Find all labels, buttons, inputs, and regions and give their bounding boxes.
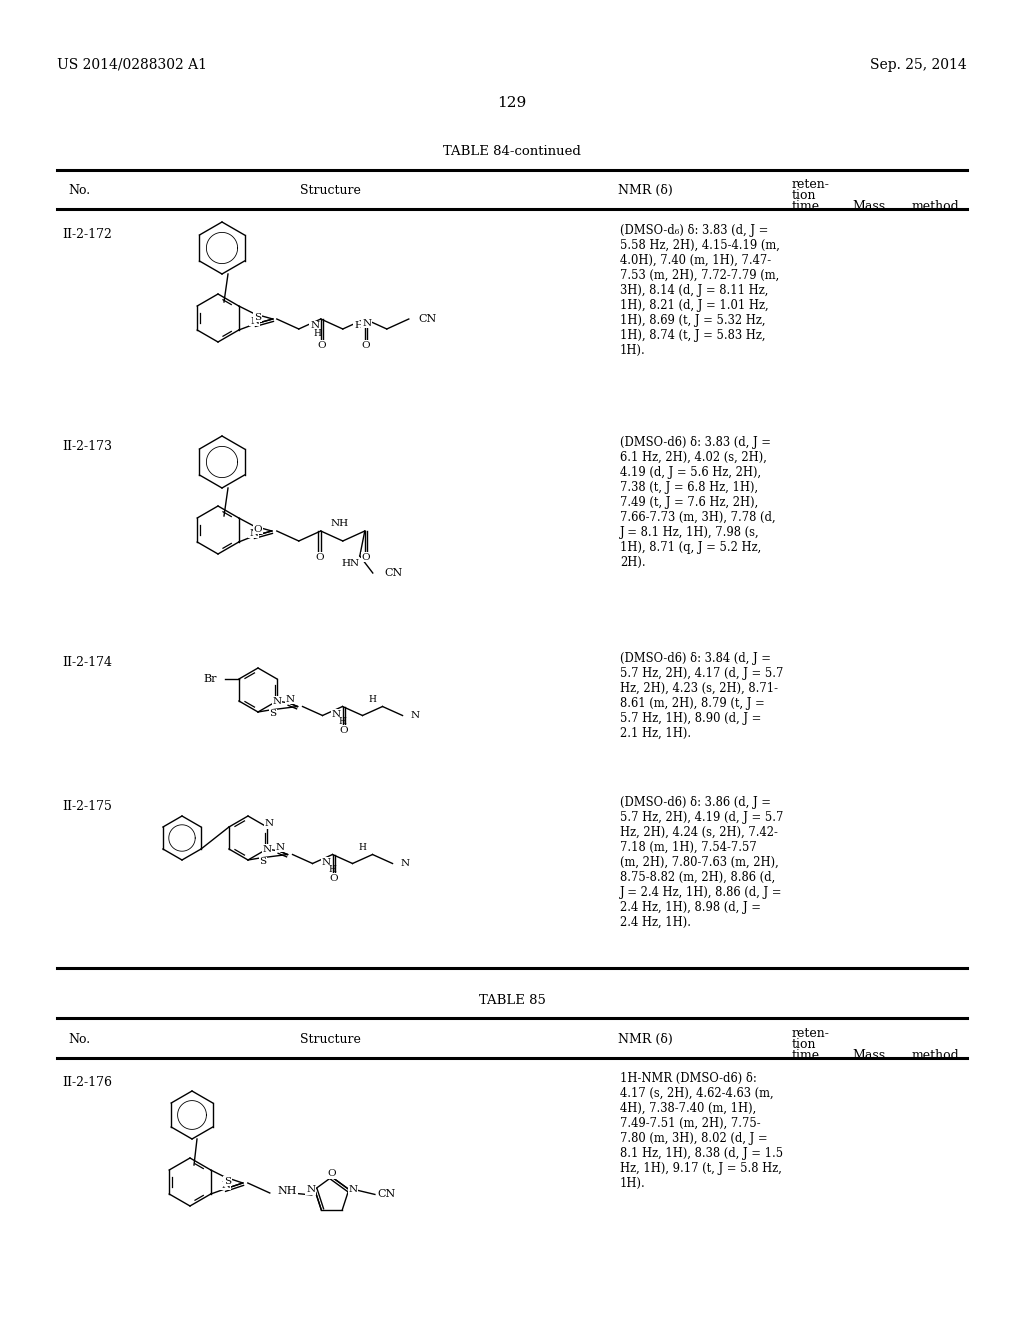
Text: 129: 129 [498, 96, 526, 110]
Text: NMR (δ): NMR (δ) [618, 183, 673, 197]
Text: Mass: Mass [852, 1049, 885, 1063]
Text: CN: CN [419, 314, 437, 323]
Text: No.: No. [68, 183, 90, 197]
Text: method: method [912, 1049, 959, 1063]
Text: N: N [249, 528, 258, 537]
Text: Structure: Structure [300, 183, 360, 197]
Text: S: S [269, 710, 276, 718]
Text: N: N [332, 710, 341, 719]
Text: H: H [369, 694, 377, 704]
Text: O: O [339, 726, 348, 735]
Text: tion: tion [792, 1038, 816, 1051]
Text: N: N [411, 711, 420, 719]
Text: NH: NH [278, 1185, 297, 1196]
Text: N: N [272, 697, 282, 705]
Text: O: O [254, 524, 262, 533]
Text: H: H [354, 322, 364, 330]
Text: time: time [792, 1049, 820, 1063]
Text: O: O [317, 341, 326, 350]
Text: H: H [358, 842, 367, 851]
Text: CN: CN [377, 1189, 395, 1200]
Text: S: S [254, 313, 261, 322]
Text: (DMSO-d6) δ: 3.83 (d, J =
6.1 Hz, 2H), 4.02 (s, 2H),
4.19 (d, J = 5.6 Hz, 2H),
7: (DMSO-d6) δ: 3.83 (d, J = 6.1 Hz, 2H), 4… [620, 436, 775, 569]
Text: NMR (δ): NMR (δ) [618, 1034, 673, 1045]
Text: O: O [315, 553, 325, 561]
Text: O: O [329, 874, 338, 883]
Text: Structure: Structure [300, 1034, 360, 1045]
Text: S: S [259, 858, 266, 866]
Text: (DMSO-d6) δ: 3.84 (d, J =
5.7 Hz, 2H), 4.17 (d, J = 5.7
Hz, 2H), 4.23 (s, 2H), 8: (DMSO-d6) δ: 3.84 (d, J = 5.7 Hz, 2H), 4… [620, 652, 783, 741]
Text: II-2-174: II-2-174 [62, 656, 112, 669]
Text: NH: NH [331, 519, 349, 528]
Text: O: O [361, 341, 370, 350]
Text: (DMSO-d₆) δ: 3.83 (d, J =
5.58 Hz, 2H), 4.15-4.19 (m,
4.0H), 7.40 (m, 1H), 7.47-: (DMSO-d₆) δ: 3.83 (d, J = 5.58 Hz, 2H), … [620, 224, 780, 356]
Text: N: N [400, 859, 410, 869]
Text: reten-: reten- [792, 1027, 829, 1040]
Text: N: N [306, 1185, 315, 1193]
Text: TABLE 84-continued: TABLE 84-continued [443, 145, 581, 158]
Text: S: S [224, 1176, 231, 1185]
Text: CN: CN [385, 568, 403, 578]
Text: method: method [912, 201, 959, 213]
Text: reten-: reten- [792, 178, 829, 191]
Text: US 2014/0288302 A1: US 2014/0288302 A1 [57, 58, 207, 73]
Text: O: O [361, 553, 370, 561]
Text: (DMSO-d6) δ: 3.86 (d, J =
5.7 Hz, 2H), 4.19 (d, J = 5.7
Hz, 2H), 4.24 (s, 2H), 7: (DMSO-d6) δ: 3.86 (d, J = 5.7 Hz, 2H), 4… [620, 796, 783, 929]
Text: N: N [262, 845, 271, 854]
Text: Br: Br [204, 675, 217, 684]
Text: O: O [328, 1170, 336, 1179]
Text: 1H-NMR (DMSO-d6) δ:
4.17 (s, 2H), 4.62-4.63 (m,
4H), 7.38-7.40 (m, 1H),
7.49-7.5: 1H-NMR (DMSO-d6) δ: 4.17 (s, 2H), 4.62-4… [620, 1072, 783, 1191]
Text: TABLE 85: TABLE 85 [478, 994, 546, 1007]
Text: N: N [348, 1185, 357, 1193]
Text: H: H [339, 717, 346, 726]
Text: II-2-173: II-2-173 [62, 440, 112, 453]
Text: II-2-175: II-2-175 [62, 800, 112, 813]
Text: N: N [275, 842, 285, 851]
Text: N: N [264, 820, 273, 829]
Text: II-2-176: II-2-176 [62, 1076, 112, 1089]
Text: H: H [313, 329, 322, 338]
Text: N: N [362, 318, 372, 327]
Text: Mass: Mass [852, 201, 885, 213]
Text: II-2-172: II-2-172 [62, 228, 112, 242]
Text: H: H [329, 865, 337, 874]
Text: N: N [286, 694, 295, 704]
Text: tion: tion [792, 189, 816, 202]
Text: time: time [792, 201, 820, 213]
Text: N: N [310, 322, 319, 330]
Text: N: N [250, 317, 259, 326]
Text: HN: HN [342, 558, 359, 568]
Text: N: N [221, 1180, 230, 1189]
Text: N: N [322, 858, 331, 867]
Text: Sep. 25, 2014: Sep. 25, 2014 [870, 58, 967, 73]
Text: No.: No. [68, 1034, 90, 1045]
